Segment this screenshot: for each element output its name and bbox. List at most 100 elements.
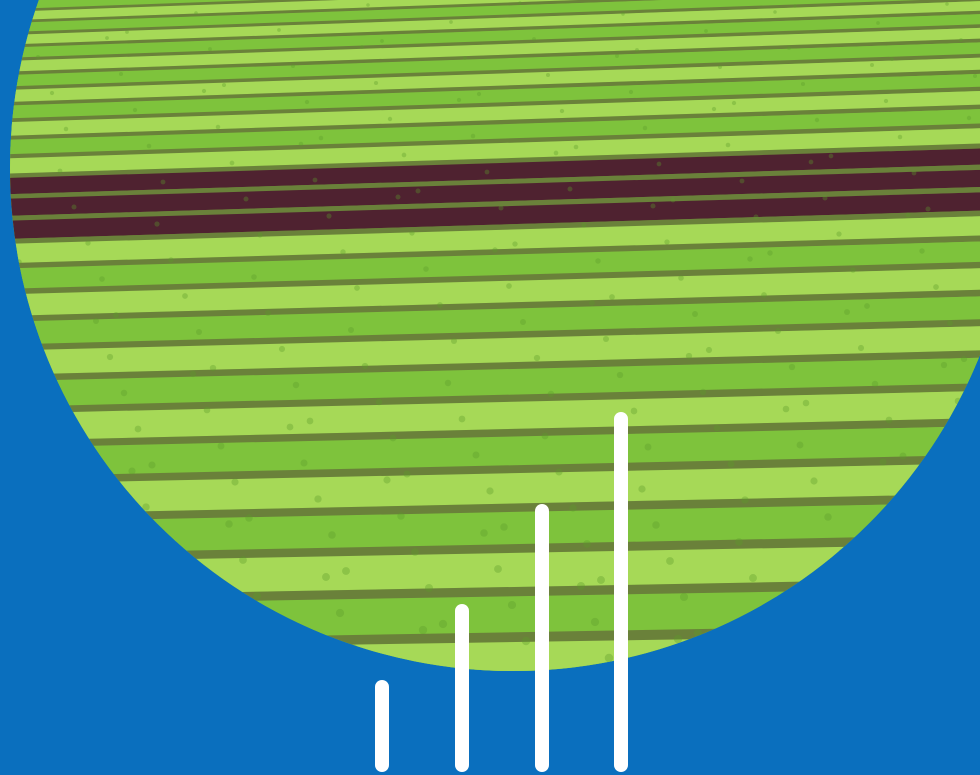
lettuce-head <box>243 196 249 202</box>
green-lettuce-row <box>10 0 921 32</box>
lettuce-head <box>559 108 565 114</box>
lettuce-head <box>718 65 722 69</box>
lettuce-head <box>314 495 322 503</box>
lettuce-head <box>148 461 156 469</box>
lettuce-head <box>80 599 90 609</box>
lettuce-head <box>731 100 737 106</box>
lettuce-head <box>387 116 393 122</box>
lettuce-head <box>630 407 638 415</box>
lettuce-head <box>411 548 419 556</box>
lettuce-head <box>739 178 745 184</box>
lettuce-head <box>286 423 294 431</box>
lettuce-head <box>383 476 391 484</box>
lettuce-head <box>928 643 938 653</box>
lettuce-head <box>616 371 624 379</box>
lettuce-head <box>959 38 963 42</box>
green-lettuce-row <box>10 14 980 58</box>
lettuce-head <box>907 530 915 538</box>
lettuce-head <box>725 142 731 148</box>
soil-furrow <box>10 38 980 76</box>
lettuce-head <box>189 370 197 378</box>
lettuce-head <box>666 557 674 565</box>
green-lettuce-row <box>10 109 980 155</box>
lettuce-head <box>142 503 150 511</box>
lettuce-head <box>59 486 67 494</box>
soil-furrow <box>10 86 980 123</box>
lettuce-head <box>824 513 832 521</box>
green-lettuce-row <box>10 91 980 136</box>
green-lettuce-row <box>10 1 980 45</box>
lettuce-head <box>567 186 573 192</box>
lettuce-head <box>656 161 662 167</box>
lettuce-head <box>581 222 587 228</box>
lettuce-head <box>762 609 772 619</box>
lettuce-head <box>870 63 874 67</box>
lettuce-head <box>545 72 551 78</box>
soil-furrow <box>10 164 980 200</box>
lettuce-head <box>423 266 429 272</box>
lettuce-head <box>472 451 480 459</box>
lettuce-head <box>312 177 318 183</box>
green-lettuce-row <box>10 57 980 102</box>
lettuce-head <box>132 107 138 113</box>
soil-furrow <box>10 186 980 222</box>
lettuce-head <box>245 514 253 522</box>
lettuce-head <box>444 379 452 387</box>
soil-furrow <box>10 350 980 383</box>
lettuce-head <box>118 71 124 77</box>
lettuce-head <box>360 45 364 49</box>
soil-furrow <box>10 578 980 607</box>
soil-furrow <box>10 493 980 524</box>
soil-furrow <box>10 0 980 36</box>
lettuce-head <box>120 389 128 397</box>
lettuce-head <box>397 512 405 520</box>
green-lettuce-row <box>10 216 980 264</box>
green-lettuce-row <box>10 0 579 21</box>
lettuce-head <box>595 258 601 264</box>
lettuce-head <box>644 443 652 451</box>
lettuce-head <box>217 442 225 450</box>
lettuce-head <box>347 326 355 334</box>
lettuce-head <box>857 344 865 352</box>
lettuce-head <box>541 432 549 440</box>
lettuce-head <box>291 64 295 68</box>
lettuce-head <box>389 434 397 442</box>
lettuce-head <box>257 232 263 238</box>
lettuce-head <box>793 4 797 8</box>
lettuce-head <box>583 540 591 548</box>
lettuce-head <box>704 29 708 33</box>
lettuce-head <box>470 133 476 139</box>
lettuce-head <box>31 414 39 422</box>
lettuce-head <box>99 276 105 282</box>
green-lettuce-row <box>10 390 980 441</box>
lettuce-head <box>476 91 482 97</box>
lettuce-head <box>354 285 360 291</box>
lettuce-head <box>621 12 625 16</box>
lettuce-head <box>747 256 753 262</box>
lettuce-head <box>326 213 332 219</box>
lettuce-head <box>292 381 300 389</box>
lettuce-head <box>828 153 834 159</box>
lettuce-head <box>208 47 212 51</box>
lettuce-head <box>480 529 488 537</box>
lettuce-head <box>456 97 462 103</box>
lettuce-head <box>589 300 595 306</box>
lettuce-head <box>822 195 828 201</box>
lettuce-head <box>500 523 508 531</box>
lettuce-head <box>520 319 526 325</box>
lettuce-head <box>125 30 129 34</box>
lettuce-head <box>425 584 433 592</box>
soil-furrow <box>10 10 980 48</box>
lettuce-head <box>113 312 119 318</box>
lettuce-head <box>940 361 948 369</box>
lettuce-head <box>800 81 806 87</box>
lettuce-head <box>209 364 217 372</box>
lettuce-head <box>183 610 193 620</box>
lettuce-head <box>486 487 494 495</box>
lettuce-head <box>170 575 178 583</box>
lettuce-head <box>532 37 536 41</box>
lettuce-head <box>934 601 944 611</box>
soil-furrow <box>10 104 980 141</box>
green-lettuce-row <box>10 588 980 641</box>
soil-furrow <box>10 534 980 564</box>
